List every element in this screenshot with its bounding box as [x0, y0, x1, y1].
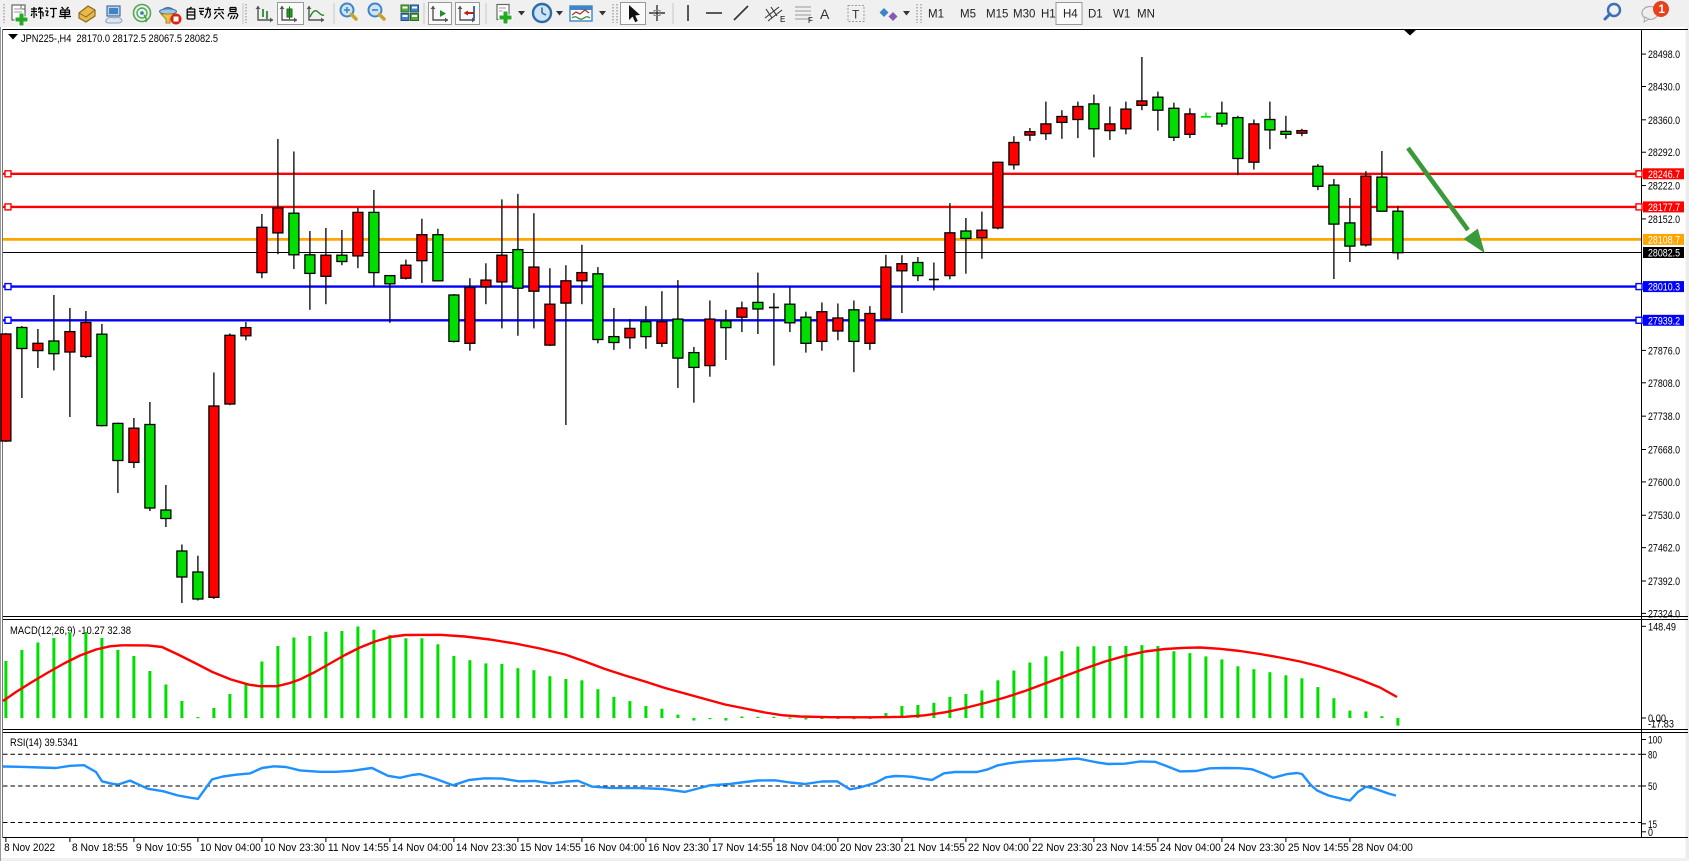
svg-text:80: 80 [1648, 749, 1657, 761]
svg-text:8 Nov 18:55: 8 Nov 18:55 [72, 842, 128, 854]
svg-text:14 Nov 04:00: 14 Nov 04:00 [392, 842, 453, 854]
svg-text:27668.0: 27668.0 [1648, 445, 1680, 457]
svg-text:28108.7: 28108.7 [1648, 234, 1680, 246]
svg-text:24 Nov 04:00: 24 Nov 04:00 [1160, 842, 1221, 854]
svg-text:27738.0: 27738.0 [1648, 411, 1680, 423]
svg-text:28177.7: 28177.7 [1648, 202, 1680, 214]
svg-text:JPN225-,H4 28170.0 28172.5 28: JPN225-,H4 28170.0 28172.5 28067.5 28082… [21, 33, 218, 45]
svg-text:24 Nov 23:30: 24 Nov 23:30 [1224, 842, 1285, 854]
svg-text:M5: M5 [960, 9, 976, 21]
svg-text:18 Nov 04:00: 18 Nov 04:00 [776, 842, 837, 854]
svg-text:50: 50 [1648, 781, 1657, 793]
svg-text:27324.0: 27324.0 [1648, 608, 1680, 620]
svg-text:T: T [852, 8, 860, 22]
svg-text:H1: H1 [1041, 9, 1056, 21]
svg-text:F: F [808, 16, 813, 25]
svg-text:9 Nov 10:55: 9 Nov 10:55 [136, 842, 192, 854]
svg-text:27939.2: 27939.2 [1648, 315, 1680, 327]
svg-text:28430.0: 28430.0 [1648, 81, 1680, 93]
svg-text:RSI(14) 39.5341: RSI(14) 39.5341 [10, 737, 78, 749]
svg-text:28292.0: 28292.0 [1648, 147, 1680, 159]
svg-text:16 Nov 04:00: 16 Nov 04:00 [584, 842, 645, 854]
svg-text:M15: M15 [986, 9, 1008, 21]
svg-text:1: 1 [1659, 4, 1666, 16]
svg-text:28 Nov 04:00: 28 Nov 04:00 [1352, 842, 1413, 854]
svg-text:H4: H4 [1063, 9, 1078, 21]
svg-text:MN: MN [1137, 9, 1155, 21]
svg-text:15: 15 [1648, 819, 1657, 831]
svg-text:28360.0: 28360.0 [1648, 115, 1680, 127]
svg-text:28246.7: 28246.7 [1648, 169, 1680, 181]
svg-text:28498.0: 28498.0 [1648, 49, 1680, 61]
svg-text:27530.0: 27530.0 [1648, 510, 1680, 522]
svg-text:20 Nov 23:30: 20 Nov 23:30 [840, 842, 901, 854]
svg-text:28082.5: 28082.5 [1648, 248, 1680, 260]
svg-text:27808.0: 27808.0 [1648, 378, 1680, 390]
svg-text:148.49: 148.49 [1648, 621, 1676, 633]
svg-text:15 Nov 14:55: 15 Nov 14:55 [520, 842, 581, 854]
svg-text:28152.0: 28152.0 [1648, 214, 1680, 226]
svg-text:M30: M30 [1013, 9, 1035, 21]
svg-text:28010.3: 28010.3 [1648, 282, 1680, 294]
svg-text:0: 0 [1648, 827, 1653, 839]
svg-text:28222.0: 28222.0 [1648, 181, 1680, 193]
svg-text:25 Nov 14:55: 25 Nov 14:55 [1288, 842, 1349, 854]
svg-text:17 Nov 14:55: 17 Nov 14:55 [712, 842, 773, 854]
svg-text:21 Nov 14:55: 21 Nov 14:55 [904, 842, 965, 854]
svg-text:8 Nov 2022: 8 Nov 2022 [4, 842, 55, 854]
svg-text:W1: W1 [1113, 9, 1130, 21]
svg-text:27392.0: 27392.0 [1648, 576, 1680, 588]
svg-text:27462.0: 27462.0 [1648, 543, 1680, 555]
svg-text:22 Nov 23:30: 22 Nov 23:30 [1032, 842, 1093, 854]
svg-text:23 Nov 14:55: 23 Nov 14:55 [1096, 842, 1157, 854]
svg-text:-17.83: -17.83 [1648, 719, 1674, 731]
svg-text:10 Nov 23:30: 10 Nov 23:30 [264, 842, 325, 854]
svg-text:22 Nov 04:00: 22 Nov 04:00 [968, 842, 1029, 854]
svg-text:D1: D1 [1088, 9, 1103, 21]
svg-text:16 Nov 23:30: 16 Nov 23:30 [648, 842, 709, 854]
svg-text:14 Nov 23:30: 14 Nov 23:30 [456, 842, 517, 854]
svg-text:10 Nov 04:00: 10 Nov 04:00 [200, 842, 261, 854]
svg-text:A: A [820, 6, 830, 22]
svg-text:M1: M1 [928, 9, 944, 21]
svg-text:MACD(12,26,9) -10.27 32.38: MACD(12,26,9) -10.27 32.38 [10, 625, 131, 637]
svg-text:27600.0: 27600.0 [1648, 477, 1680, 489]
svg-text:100: 100 [1648, 735, 1662, 747]
svg-text:27876.0: 27876.0 [1648, 345, 1680, 357]
svg-text:11 Nov 14:55: 11 Nov 14:55 [328, 842, 389, 854]
svg-text:0.00: 0.00 [1648, 713, 1666, 725]
svg-text:E: E [780, 15, 785, 24]
